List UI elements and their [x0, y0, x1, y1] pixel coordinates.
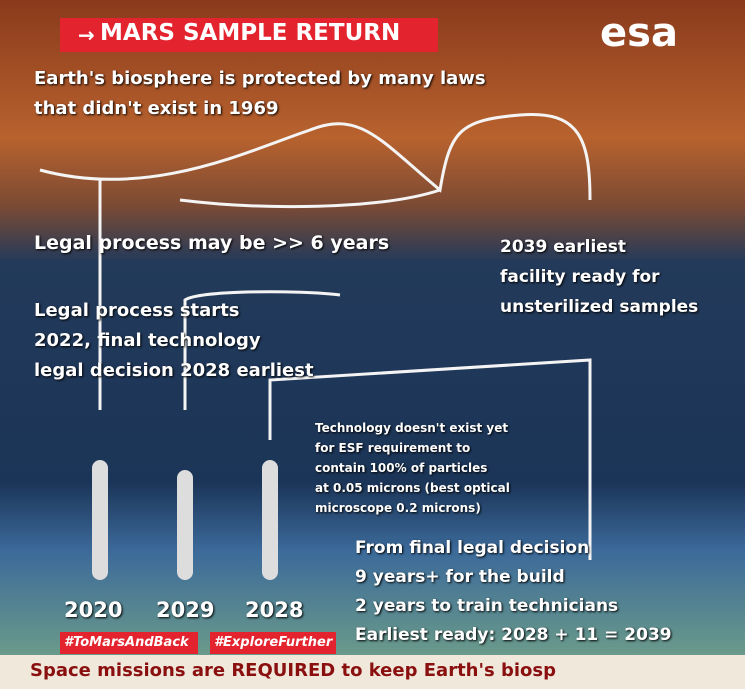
text-line: From final legal decision — [355, 538, 590, 558]
facility: 2039 earliest facility ready for unsterili… — [500, 232, 698, 322]
hashtag: #ToMarsAndBack — [64, 635, 189, 650]
text-line: legal decision 2028 earliest — [34, 360, 314, 381]
hashtag-box — [210, 632, 336, 654]
text-line: 2 years to train technicians — [355, 596, 619, 616]
legal-duration: Legal process may be >> 6 years — [34, 232, 390, 254]
trajectory — [39, 112, 592, 560]
hashtag: #ExploreFurther — [214, 635, 333, 650]
year: 2028 — [245, 598, 304, 622]
rockets — [92, 460, 278, 580]
text-line: that didn't exist in 1969 — [34, 98, 279, 119]
headline: Earth's biosphere is protected by many l… — [34, 64, 486, 124]
text-line: 2022, final technology — [34, 330, 261, 351]
text-line: at 0.05 microns (best optical — [315, 481, 510, 495]
text-line: for ESF requirement to — [315, 441, 471, 455]
badge-box — [60, 18, 438, 52]
text-line: contain 100% of particles — [315, 461, 488, 475]
year: 2029 — [156, 598, 215, 622]
text-line: Technology doesn't exist yet — [315, 421, 509, 435]
text-line: Earth's biosphere is protected by many l… — [34, 68, 486, 89]
footer: Space missions are REQUIRED to keep Eart… — [30, 660, 556, 681]
text-line: 9 years+ for the build — [355, 567, 565, 587]
hashtag-box — [60, 632, 198, 654]
text-line: facility ready for — [500, 267, 660, 287]
legal-start: Legal process starts 2022, final technolo… — [34, 296, 314, 386]
arrow: → — [78, 23, 95, 47]
text-line: microscope 0.2 microns) — [315, 501, 481, 515]
text-line: 2039 earliest — [500, 237, 627, 257]
technology-note: Technology doesn't exist yet for ESF requ… — [315, 418, 510, 518]
text-line: Legal process starts — [34, 300, 240, 321]
year: 2020 — [64, 598, 123, 622]
logo: esa — [600, 10, 678, 56]
timeline: From final legal decision 9 years+ for th… — [355, 534, 672, 650]
text-line: unsterilized samples — [500, 297, 699, 317]
text-line: Earliest ready: 2028 + 11 = 2039 — [355, 625, 672, 645]
badge: MARS SAMPLE RETURN — [100, 20, 401, 46]
